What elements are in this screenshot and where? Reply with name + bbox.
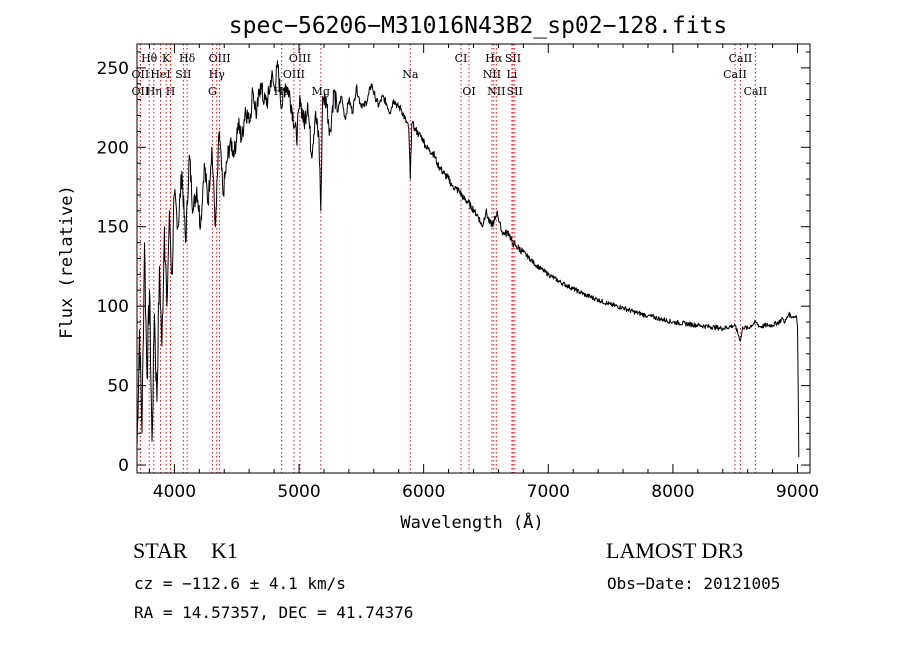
redshift-value: cz = −112.6 ± 4.1 km/s <box>134 574 346 593</box>
y-tick-label: 0 <box>118 456 129 476</box>
spectral-line-label: CI <box>455 52 468 65</box>
spectral-line-label: OI <box>462 85 475 98</box>
y-tick-label: 100 <box>97 297 129 317</box>
spectral-line-label: CaII <box>744 85 768 98</box>
spectral-line-label: OII <box>132 85 150 98</box>
spectral-line-label: OIII <box>289 52 311 65</box>
spectrum-line <box>136 60 800 458</box>
x-tick-label: 8000 <box>651 482 694 502</box>
spectral-line-label: H <box>166 85 176 98</box>
axes-layer: 4000 5000 6000 7000 8000 9000 0 50 100 150 200 250 <box>97 44 819 502</box>
x-tick-label: 9000 <box>776 482 819 502</box>
spectrum-layer <box>136 60 800 458</box>
x-tick-label: 5000 <box>277 482 320 502</box>
plot-frame <box>136 43 811 474</box>
spectral-line-label: SII <box>505 52 521 65</box>
y-tick-label: 250 <box>97 59 129 79</box>
spectral-line-label: NII <box>487 85 505 98</box>
y-tick-label: 50 <box>107 377 129 397</box>
spectral-line-label: SII <box>507 85 523 98</box>
spectral-line-label: Hη <box>146 85 162 98</box>
y-tick-label: 200 <box>97 138 129 158</box>
spectral-line-label: Hα <box>485 52 503 65</box>
chart-title: spec−56206−M31016N43B2_sp02−128.fits <box>229 13 728 39</box>
spectral-line-label: OIII <box>209 52 231 65</box>
x-tick-label: 4000 <box>153 482 196 502</box>
spectral-line-label: OIII <box>283 68 305 81</box>
x-tick-label: 7000 <box>527 482 570 502</box>
survey-name: LAMOST DR3 <box>606 538 744 563</box>
x-tick-label: 6000 <box>402 482 445 502</box>
spectral-line-label: K <box>162 52 171 65</box>
y-axis-label: Flux (relative) <box>57 185 77 339</box>
y-tick-label: 150 <box>97 218 129 238</box>
spectral-line-label: Hθ <box>141 52 158 65</box>
observation-date: Obs−Date: 20121005 <box>607 574 781 593</box>
spectral-line-label: CaII <box>723 68 747 81</box>
spectral-line-label: Na <box>402 68 419 81</box>
spectral-line-label: Hδ <box>179 52 196 65</box>
spectral-line-label: HeI <box>150 68 170 81</box>
spectral-line-label: CaII <box>729 52 753 65</box>
spectral-line-label: Mg <box>312 85 330 98</box>
sky-coordinates: RA = 14.57357, DEC = 41.74376 <box>134 603 414 622</box>
spectral-line-label: Hγ <box>209 68 226 81</box>
object-class: STAR K1 <box>133 538 238 563</box>
spectral-line-label: Li <box>506 68 517 81</box>
spectral-line-label: NII <box>483 68 501 81</box>
spectral-line-label: OII <box>132 68 150 81</box>
spectral-line-label: SII <box>175 68 191 81</box>
spectral-line-label: G <box>208 85 217 98</box>
x-axis-label: Wavelength (Å) <box>400 511 543 533</box>
